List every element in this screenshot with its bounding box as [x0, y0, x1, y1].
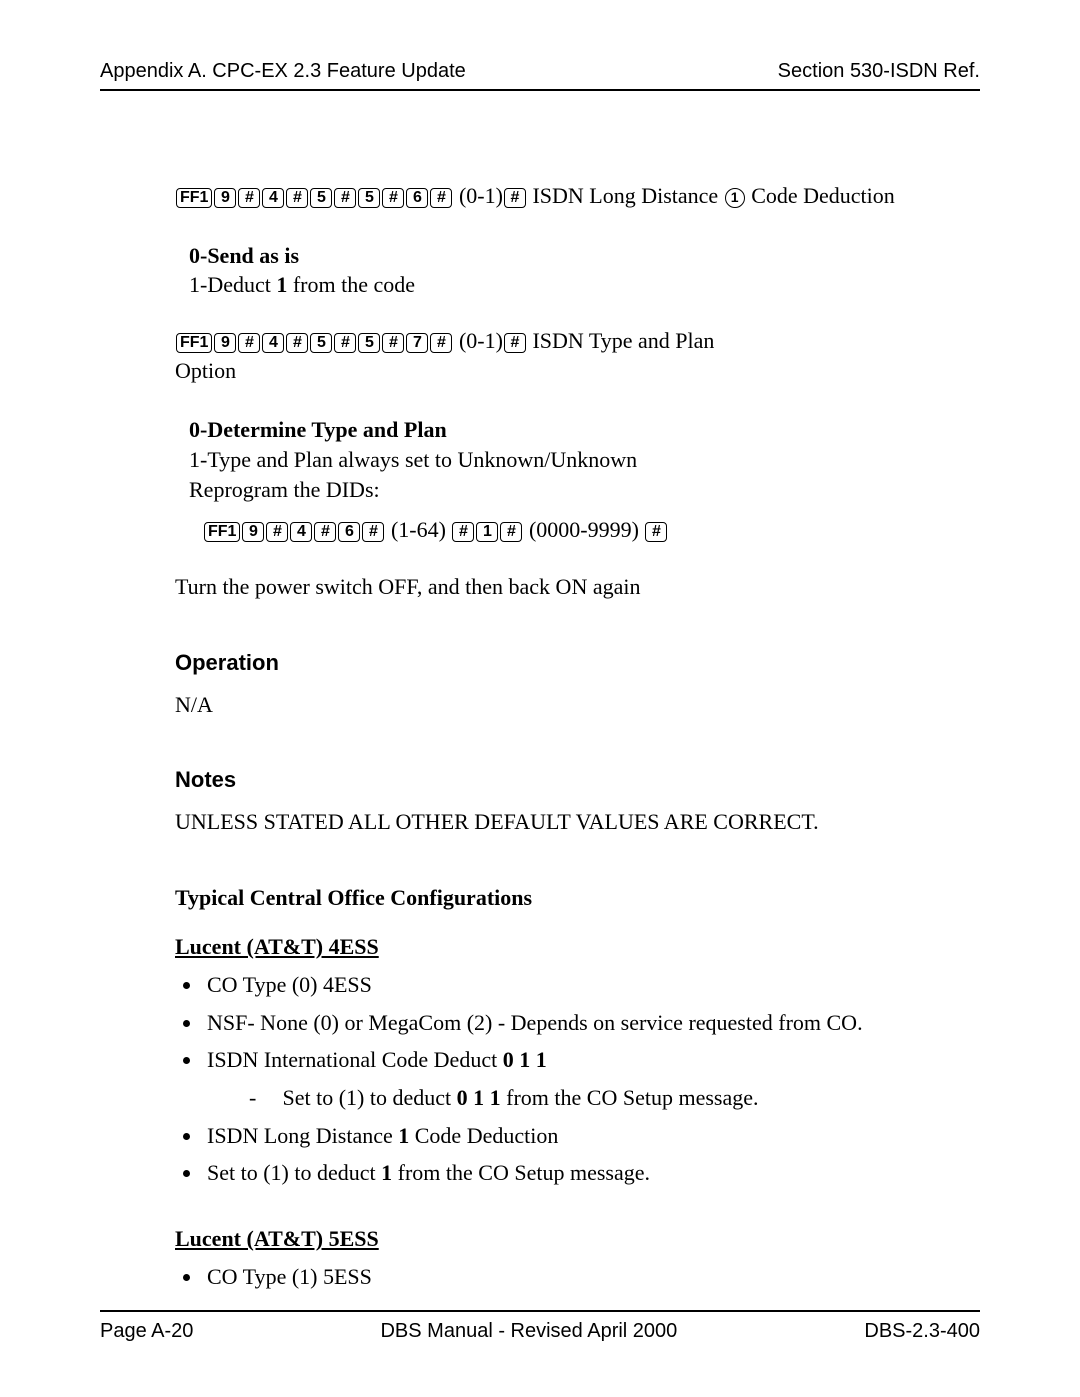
keycap-icon: 9	[242, 522, 264, 542]
option-block-2: 0-Determine Type and Plan 1-Type and Pla…	[189, 415, 980, 504]
text-bold: 1	[276, 272, 287, 297]
keycap-icon: 5	[358, 188, 380, 208]
keycap-icon: #	[238, 188, 260, 208]
ess4-heading: Lucent (AT&T) 4ESS	[175, 932, 980, 962]
sub-list: Set to (1) to deduct 0 1 1 from the CO S…	[207, 1083, 980, 1113]
text: ISDN Type and Plan	[527, 328, 714, 353]
keycap-icon: #	[500, 522, 522, 542]
hash-key-icon: #	[504, 188, 526, 208]
range-text: (0-1)	[459, 328, 503, 353]
keycap-icon: 6	[406, 188, 428, 208]
text: Set to (1) to deduct	[283, 1085, 457, 1110]
notes-heading: Notes	[175, 765, 980, 795]
keycap-icon: #	[430, 333, 452, 353]
keycap-icon: #	[382, 333, 404, 353]
text-bold: 1	[381, 1160, 392, 1185]
list-item: NSF- None (0) or MegaCom (2) - Depends o…	[203, 1008, 980, 1038]
keycap-icon: #	[286, 333, 308, 353]
circled-one-icon: 1	[725, 188, 745, 208]
tcoc-heading: Typical Central Office Configurations	[175, 883, 980, 913]
text: Set to (1) to deduct	[207, 1160, 381, 1185]
range-text: (1-64)	[391, 517, 451, 542]
ess5-list: CO Type (1) 5ESS	[175, 1262, 980, 1292]
keycap-icon: #	[286, 188, 308, 208]
footer-center: DBS Manual - Revised April 2000	[380, 1320, 677, 1343]
text: ISDN Long Distance	[207, 1123, 398, 1148]
option-block-1: 0-Send as is 1-Deduct 1 from the code	[189, 241, 980, 300]
keycap-icon: 5	[310, 333, 332, 353]
text: ISDN Long Distance	[527, 183, 724, 208]
keycap-icon: FF1	[176, 188, 212, 208]
range-text: (0000-9999)	[529, 517, 644, 542]
ess4-list: CO Type (0) 4ESS NSF- None (0) or MegaCo…	[175, 970, 980, 1188]
keycap-icon: 7	[406, 333, 428, 353]
operation-heading: Operation	[175, 648, 980, 678]
keycap-icon: 4	[290, 522, 312, 542]
ess5-heading: Lucent (AT&T) 5ESS	[175, 1224, 980, 1254]
header-left: Appendix A. CPC-EX 2.3 Feature Update	[100, 60, 466, 83]
option-line: 1-Deduct 1 from the code	[189, 270, 980, 300]
keycap-icon: 5	[358, 333, 380, 353]
list-item: Set to (1) to deduct 1 from the CO Setup…	[203, 1158, 980, 1188]
option-default: 0-Send as is	[189, 243, 299, 268]
option-line: 1-Type and Plan always set to Unknown/Un…	[189, 445, 980, 475]
keycap-icon: FF1	[176, 333, 212, 353]
keycap-icon: #	[334, 188, 356, 208]
keycap-icon: #	[362, 522, 384, 542]
notes-body: UNLESS STATED ALL OTHER DEFAULT VALUES A…	[175, 807, 980, 837]
page: Appendix A. CPC-EX 2.3 Feature Update Se…	[0, 0, 1080, 1397]
footer-right: DBS-2.3-400	[864, 1320, 980, 1343]
text: Option	[175, 356, 980, 386]
footer-left: Page A-20	[100, 1320, 193, 1343]
keycap-icon: 6	[338, 522, 360, 542]
keycap-icon: 4	[262, 333, 284, 353]
keycap-icon: FF1	[204, 522, 240, 542]
power-instruction: Turn the power switch OFF, and then back…	[175, 572, 980, 602]
option-line: Reprogram the DIDs:	[189, 475, 980, 505]
range-text: (0-1)	[459, 183, 503, 208]
hash-key-icon: #	[504, 333, 526, 353]
code-line-3: FF19#4#6# (1-64) #1# (0000-9999) #	[203, 515, 980, 545]
code-line-1: FF19#4#5#5#6# (0-1)# ISDN Long Distance …	[175, 181, 980, 211]
keycap-icon: 1	[476, 522, 498, 542]
text: from the CO Setup message.	[501, 1085, 759, 1110]
text: Code Deduction	[409, 1123, 558, 1148]
keycap-icon: #	[645, 522, 667, 542]
keycap-icon: #	[238, 333, 260, 353]
text-bold: 0 1 1	[503, 1047, 547, 1072]
list-item: CO Type (0) 4ESS	[203, 970, 980, 1000]
option-default: 0-Determine Type and Plan	[189, 417, 447, 442]
list-item: ISDN Long Distance 1 Code Deduction	[203, 1121, 980, 1151]
header-right: Section 530-ISDN Ref.	[778, 60, 980, 83]
text: Code Deduction	[746, 183, 895, 208]
text: from the code	[287, 272, 415, 297]
text: ISDN International Code Deduct	[207, 1047, 503, 1072]
page-header: Appendix A. CPC-EX 2.3 Feature Update Se…	[100, 60, 980, 91]
text: from the CO Setup message.	[392, 1160, 650, 1185]
list-item: ISDN International Code Deduct 0 1 1 Set…	[203, 1045, 980, 1112]
text-bold: 0 1 1	[457, 1085, 501, 1110]
keycap-icon: #	[314, 522, 336, 542]
text: 1-Deduct	[189, 272, 276, 297]
list-item: Set to (1) to deduct 0 1 1 from the CO S…	[249, 1083, 980, 1113]
keycap-icon: 5	[310, 188, 332, 208]
keycap-icon: 9	[214, 188, 236, 208]
list-item: CO Type (1) 5ESS	[203, 1262, 980, 1292]
keycap-icon: #	[266, 522, 288, 542]
keycap-icon: 9	[214, 333, 236, 353]
keycap-icon: 4	[262, 188, 284, 208]
page-footer: Page A-20 DBS Manual - Revised April 200…	[100, 1310, 980, 1343]
keycap-icon: #	[430, 188, 452, 208]
text-bold: 1	[398, 1123, 409, 1148]
code-line-2: FF19#4#5#5#7# (0-1)# ISDN Type and Plan	[175, 326, 980, 356]
page-content: FF19#4#5#5#6# (0-1)# ISDN Long Distance …	[175, 181, 980, 1292]
keycap-icon: #	[334, 333, 356, 353]
keycap-icon: #	[452, 522, 474, 542]
operation-body: N/A	[175, 690, 980, 720]
keycap-icon: #	[382, 188, 404, 208]
